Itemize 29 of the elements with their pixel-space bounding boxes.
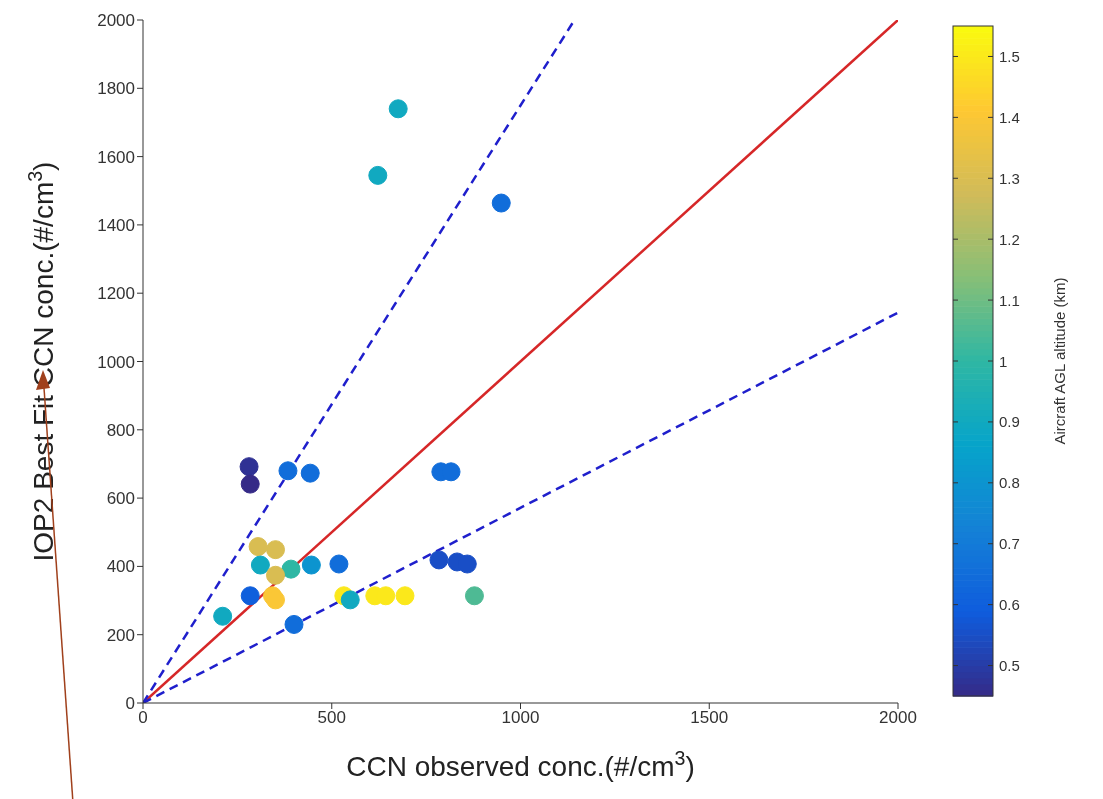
x-tick-label: 1000 [501, 708, 540, 728]
y-tick-label: 1000 [97, 352, 135, 372]
color-bar-label: 1.1 [999, 291, 1020, 309]
y-tick-label: 1600 [97, 147, 135, 167]
color-bar-label: 0.7 [999, 535, 1020, 553]
x-axis-title: CCN observed conc.(#/cm$^{3}$) [346, 747, 695, 782]
x-tick-label: 1500 [690, 708, 729, 728]
x-tick-label: 0 [138, 708, 148, 728]
color-bar-label: 1.4 [999, 108, 1020, 126]
color-bar-label: 1 [999, 352, 1008, 370]
x-tick-label: 2000 [879, 708, 917, 728]
y-tick-label: 400 [106, 557, 135, 577]
y-tick-label: 1400 [97, 215, 135, 235]
color-bar-label: 1.5 [999, 47, 1020, 65]
y-tick-label: 2000 [97, 11, 135, 31]
y-tick-label: 1200 [97, 284, 135, 304]
color-bar-title: Aircraft AGL altitude (km) [1051, 277, 1068, 445]
x-tick-label: 500 [317, 708, 346, 728]
y-tick-label: 200 [106, 625, 135, 645]
color-bar-label: 0.8 [999, 474, 1020, 492]
color-bar-label: 1.2 [999, 230, 1020, 248]
y-tick-label: 800 [106, 420, 135, 440]
color-bar-label: 0.9 [999, 413, 1020, 431]
y-tick-label: 0 [125, 694, 135, 714]
color-bar-label: 1.3 [999, 169, 1020, 187]
color-bar-label: 0.5 [999, 657, 1020, 675]
y-tick-label: 600 [106, 489, 135, 509]
y-tick-label: 1800 [97, 79, 135, 99]
color-bar-label: 0.6 [999, 596, 1020, 614]
